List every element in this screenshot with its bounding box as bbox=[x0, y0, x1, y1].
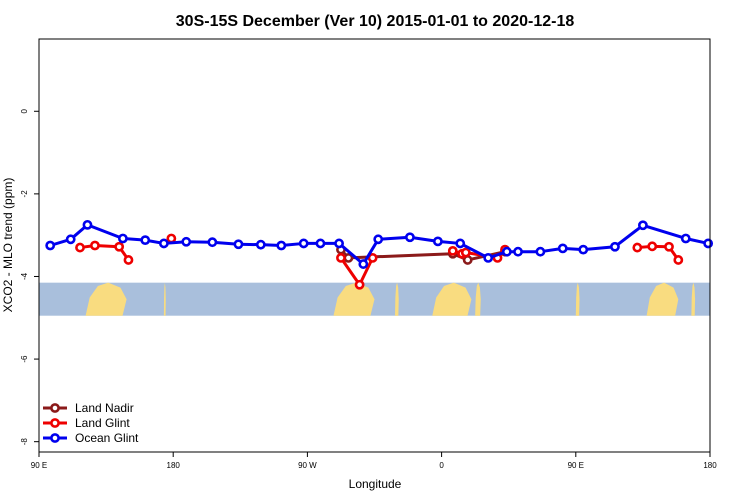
data-point bbox=[114, 241, 125, 252]
data-point bbox=[207, 237, 218, 248]
data-point bbox=[354, 279, 365, 290]
map-land bbox=[163, 282, 166, 316]
data-point bbox=[673, 255, 684, 265]
legend-label: Land Nadir bbox=[75, 401, 134, 415]
data-point bbox=[483, 252, 494, 263]
x-tick-label: 90 E bbox=[568, 461, 584, 470]
map-land bbox=[85, 282, 127, 316]
x-tick-label: 180 bbox=[167, 461, 181, 470]
data-point bbox=[447, 245, 458, 256]
data-point bbox=[632, 242, 643, 253]
map-land bbox=[475, 282, 481, 316]
data-point bbox=[610, 241, 620, 252]
series-land-glint bbox=[336, 252, 378, 290]
series-layer bbox=[45, 219, 714, 290]
data-point bbox=[181, 236, 192, 247]
series-land-glint bbox=[632, 241, 684, 265]
legend-label: Land Glint bbox=[75, 416, 130, 430]
series-ocean-glint bbox=[45, 219, 714, 269]
data-point bbox=[158, 238, 169, 249]
data-point bbox=[535, 246, 546, 257]
data-point bbox=[45, 240, 56, 251]
data-point bbox=[647, 241, 658, 252]
y-axis: 0 -2 -4 -6 -8 bbox=[20, 109, 39, 446]
map-land bbox=[333, 282, 375, 316]
legend-swatch-marker bbox=[50, 403, 60, 413]
y-tick-label: 0 bbox=[20, 109, 29, 114]
y-tick-label: -4 bbox=[20, 272, 29, 280]
series-line bbox=[79, 244, 130, 261]
legend-label: Ocean Glint bbox=[75, 431, 139, 445]
series-land-glint bbox=[75, 240, 134, 265]
y-tick-label: -8 bbox=[20, 438, 29, 446]
data-point bbox=[358, 259, 369, 269]
data-point bbox=[703, 238, 714, 249]
series-land-glint bbox=[166, 233, 177, 244]
legend-swatch-marker bbox=[50, 433, 60, 443]
data-point bbox=[117, 233, 128, 244]
legend-item: Land Nadir bbox=[43, 401, 134, 415]
x-tick-label: 90 E bbox=[31, 461, 47, 470]
data-point bbox=[638, 220, 648, 231]
chart-title: 30S-15S December (Ver 10) 2015-01-01 to … bbox=[176, 13, 575, 30]
data-point bbox=[255, 239, 266, 250]
data-point bbox=[373, 234, 384, 245]
data-point bbox=[455, 238, 466, 249]
data-point bbox=[680, 233, 691, 244]
map-land bbox=[432, 282, 472, 316]
y-tick-label: -2 bbox=[20, 190, 29, 198]
data-point bbox=[578, 244, 589, 255]
world-map-band bbox=[39, 282, 710, 316]
data-point bbox=[298, 238, 309, 249]
data-point bbox=[460, 247, 471, 258]
data-point bbox=[315, 238, 326, 249]
data-point bbox=[557, 243, 568, 254]
map-land bbox=[575, 282, 580, 316]
data-point bbox=[336, 252, 346, 263]
legend-item: Land Glint bbox=[43, 416, 130, 430]
data-point bbox=[276, 240, 287, 251]
data-point bbox=[140, 235, 151, 246]
data-point bbox=[432, 236, 443, 247]
y-axis-label: XCO2 - MLO trend (ppm) bbox=[1, 178, 15, 313]
data-point bbox=[82, 219, 93, 230]
x-axis-label: Longitude bbox=[349, 477, 402, 491]
legend-item: Ocean Glint bbox=[43, 431, 139, 445]
data-point bbox=[334, 238, 344, 249]
data-point bbox=[501, 246, 512, 257]
data-point bbox=[90, 240, 100, 251]
x-tick-label: 90 W bbox=[298, 461, 317, 470]
x-tick-label: 180 bbox=[703, 461, 717, 470]
data-point bbox=[664, 241, 674, 252]
y-tick-label: -6 bbox=[20, 355, 29, 363]
series-line bbox=[637, 244, 680, 261]
data-point bbox=[166, 233, 177, 244]
data-point bbox=[513, 246, 523, 257]
data-point bbox=[123, 255, 134, 265]
data-point bbox=[405, 232, 415, 243]
x-axis: 90 E 180 90 W 0 90 E 180 bbox=[31, 452, 717, 470]
data-point bbox=[233, 239, 244, 250]
map-land bbox=[395, 282, 399, 316]
series-line bbox=[49, 223, 709, 266]
legend-swatch-marker bbox=[50, 418, 60, 428]
map-land bbox=[691, 282, 696, 316]
map-land bbox=[646, 282, 679, 316]
data-point bbox=[367, 252, 378, 263]
plot-frame bbox=[38, 38, 711, 453]
data-point bbox=[75, 242, 85, 253]
data-point bbox=[65, 234, 76, 245]
x-tick-label: 0 bbox=[439, 461, 444, 470]
